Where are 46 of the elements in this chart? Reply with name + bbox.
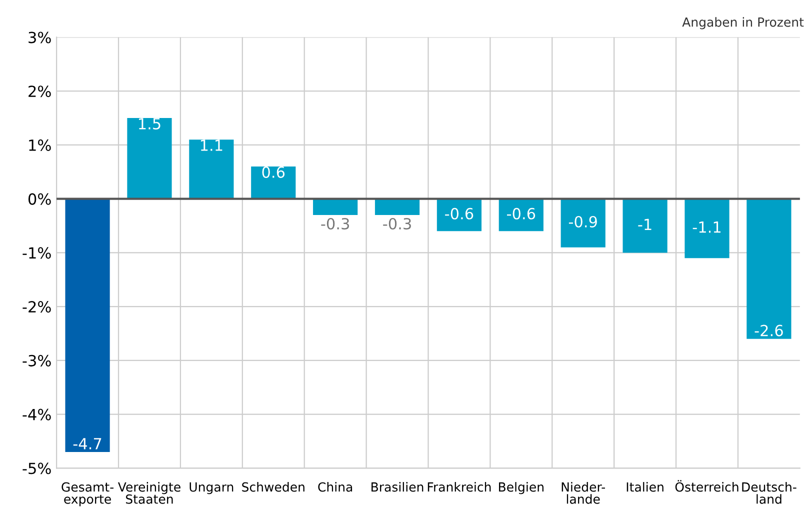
data-label: -2.6: [754, 324, 783, 336]
x-tick-label: Frankreich: [428, 482, 491, 492]
data-label: 1.5: [139, 118, 160, 130]
x-tick-label: Vereinigte Staaten: [118, 482, 180, 504]
text: Angaben in Prozent: [682, 17, 804, 30]
x-tick-label: Deutsch- land: [742, 482, 796, 504]
bar: [746, 198, 792, 339]
data-label: -4.7: [73, 438, 102, 450]
y-tick-label: -3%: [22, 354, 51, 366]
data-label: -1.1: [692, 222, 720, 233]
bar: [127, 118, 172, 199]
bar: [65, 198, 110, 452]
x-tick-label: Belgien: [499, 482, 544, 494]
bar: [622, 198, 668, 253]
data-label: -0.3: [383, 218, 411, 230]
data-label: -0.6: [445, 208, 474, 220]
bar: [313, 198, 358, 215]
x-tick-label: China: [318, 482, 352, 492]
bar: [684, 198, 730, 258]
x-tick-label: Italien: [626, 482, 664, 492]
y-tick-label: 0%: [28, 193, 51, 205]
y-tick-label: -2%: [22, 301, 51, 313]
bar: [251, 166, 296, 199]
y-tick-label: 1%: [29, 139, 51, 151]
x-tick-label: Ungarn: [190, 482, 234, 494]
bar: [374, 198, 420, 215]
x-tick-label: Schweden: [242, 482, 304, 492]
data-label: -1: [638, 218, 652, 230]
data-label: 0.6: [262, 166, 285, 178]
y-tick-label: -1%: [22, 247, 51, 259]
y-tick-label: -5%: [22, 462, 51, 474]
data-label: -0.9: [568, 216, 597, 228]
data-label: 1.1: [200, 140, 222, 151]
y-tick-label: 2%: [28, 86, 51, 98]
y-tick-label: -4%: [22, 408, 51, 420]
x-tick-label: Österreich: [675, 480, 738, 492]
bar: [436, 198, 482, 232]
x-tick-label: Nieder- lande: [562, 482, 605, 504]
x-tick-label: Gesamt- exporte: [62, 482, 114, 506]
bar: [189, 140, 234, 199]
x-tick-label: Brasilien: [372, 482, 424, 492]
bar: [560, 198, 606, 248]
bar: [498, 198, 544, 232]
y-tick-label: 3%: [28, 32, 51, 44]
data-label: -0.3: [321, 218, 349, 230]
data-label: -0.6: [507, 208, 536, 220]
